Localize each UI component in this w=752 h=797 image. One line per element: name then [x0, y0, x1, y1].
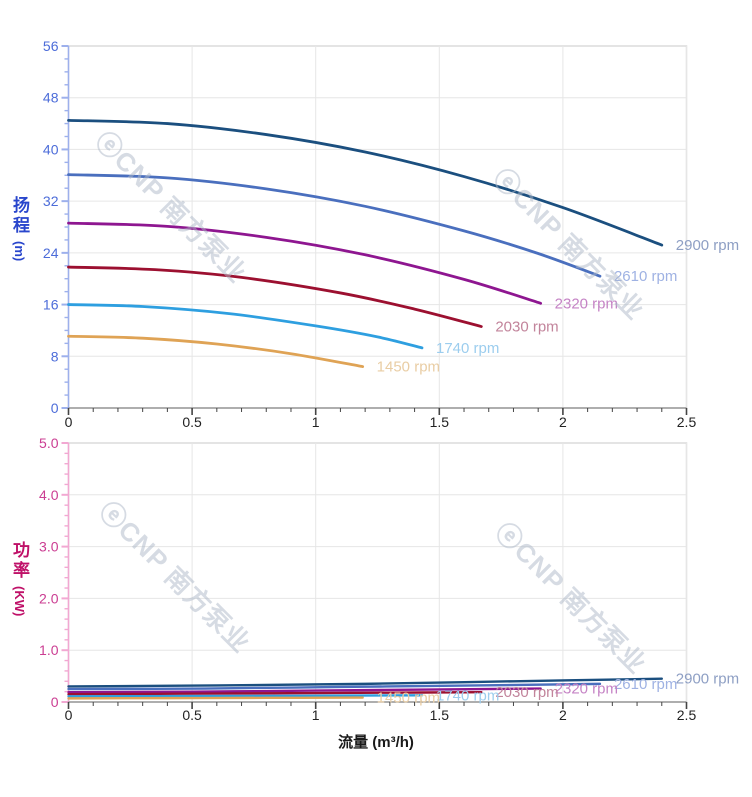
- head-curves-label-1740-rpm: 1740 rpm: [436, 340, 499, 357]
- power-curves-label-2030-rpm: 2030 rpm: [495, 684, 558, 701]
- head-curves-y-tick-label: 8: [51, 348, 59, 364]
- head-axis-title-text: 扬程: [10, 196, 29, 236]
- head-curves-curve-1740-rpm: [67, 303, 424, 350]
- head-curves-label-2900-rpm: 2900 rpm: [676, 237, 739, 254]
- power-curves-curve-2610-rpm: [67, 682, 602, 691]
- head-curves-curve-1450-rpm: [67, 334, 365, 369]
- power-axis-unit: (KW): [12, 586, 27, 617]
- power-axis-title-text: 功率: [10, 541, 29, 581]
- head-curves-x-tick-label: 1.5: [430, 414, 450, 430]
- head-curves-curve-2320-rpm: [67, 221, 543, 305]
- power-curves-x-tick-label: 1: [312, 707, 320, 723]
- head-curves-y-tick-label: 48: [43, 90, 59, 106]
- power-curves-x-tick-label: 0: [65, 707, 73, 723]
- power-curves-curve-2030-rpm: [67, 690, 483, 696]
- head-curves-y-tick-label: 0: [51, 400, 59, 416]
- power-curves-curve-2900-rpm: [67, 677, 663, 688]
- power-curves-y-tick-label: 0: [51, 694, 59, 710]
- head-curves-y-tick-label: 40: [43, 141, 59, 157]
- power-curves-curve-1450-rpm: [67, 696, 364, 700]
- power-curves-y-tick-label: 5.0: [39, 435, 59, 451]
- power-curves-label-1450-rpm: 1450 rpm: [377, 690, 440, 707]
- head-curves-y-tick-label: 16: [43, 297, 59, 313]
- head-curves-curve-2610-rpm: [67, 173, 602, 278]
- power-curves-curve-2320-rpm: [67, 687, 542, 694]
- power-curves-label-2900-rpm: 2900 rpm: [676, 671, 739, 688]
- power-curves-plot-border: [67, 442, 688, 703]
- flow-axis-title: 流量 (m³/h): [338, 734, 414, 751]
- head-curves-x-tick-label: 0.5: [182, 414, 202, 430]
- head-curves-x-tick-label: 1: [312, 414, 320, 430]
- head-curves-curve-2030-rpm: [67, 265, 483, 328]
- head-curves-y-tick-label: 32: [43, 193, 59, 209]
- head-curves-label-2320-rpm: 2320 rpm: [555, 295, 618, 312]
- power-curves-x-tick-label: 0.5: [182, 707, 202, 723]
- power-curves-y-tick-label: 2.0: [39, 590, 59, 606]
- head-curves-label-1450-rpm: 1450 rpm: [377, 359, 440, 376]
- power-curves-y-tick-label: 4.0: [39, 487, 59, 503]
- power-axis-title: 功率 (KW): [7, 541, 32, 616]
- power-curves-y-tick-label: 3.0: [39, 539, 59, 555]
- power-curves-label-2610-rpm: 2610 rpm: [614, 676, 677, 693]
- head-curves-x-tick-label: 2.5: [677, 414, 697, 430]
- head-curves-curve-2900-rpm: [67, 118, 664, 247]
- head-curves-label-2610-rpm: 2610 rpm: [614, 268, 677, 285]
- power-curves-x-tick-label: 1.5: [430, 707, 450, 723]
- head-curves-y-tick-label: 24: [43, 245, 59, 261]
- power-curves-label-2320-rpm: 2320 rpm: [555, 681, 618, 698]
- power-curves-curve-1740-rpm: [67, 694, 424, 698]
- head-curves-label-2030-rpm: 2030 rpm: [495, 319, 558, 336]
- power-curves-label-1740-rpm: 1740 rpm: [436, 687, 499, 704]
- head-curves-x-tick-label: 0: [65, 414, 73, 430]
- power-curves-x-tick-label: 2: [559, 707, 567, 723]
- head-axis-unit: (m): [12, 241, 27, 262]
- head-axis-title: 扬程 (m): [7, 196, 32, 261]
- head-curves-y-tick-label: 56: [43, 38, 59, 54]
- power-curves-y-tick-label: 1.0: [39, 642, 59, 658]
- head-curves-x-tick-label: 2: [559, 414, 567, 430]
- power-curves-x-tick-label: 2.5: [677, 707, 697, 723]
